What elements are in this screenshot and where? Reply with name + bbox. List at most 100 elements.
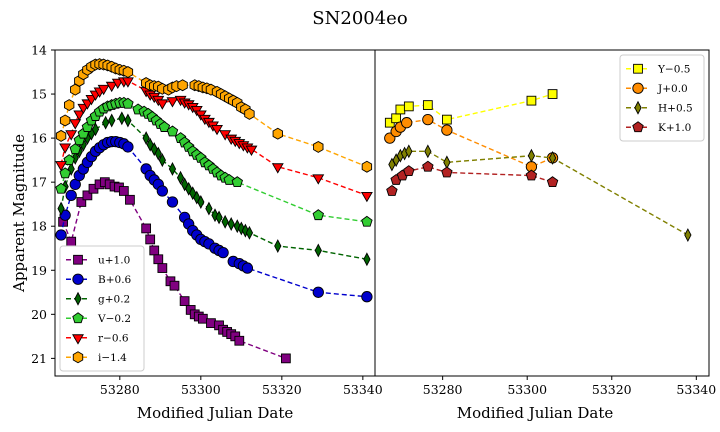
data-point bbox=[177, 79, 188, 92]
data-point bbox=[547, 89, 558, 99]
legend-item: H+0.5 bbox=[626, 100, 693, 115]
x-tick-label: 53340 bbox=[343, 382, 383, 397]
data-point bbox=[244, 107, 255, 120]
data-point bbox=[169, 280, 180, 291]
data-point bbox=[314, 243, 322, 258]
left-axis-ticks: 53280 53300 53320 53340 14 15 16 17 18 19 20 21 bbox=[31, 43, 383, 398]
legend-item: J+0.0 bbox=[626, 82, 688, 95]
data-point bbox=[166, 196, 179, 208]
legend-label: i−1.4 bbox=[98, 352, 127, 364]
data-point bbox=[386, 184, 398, 196]
y-tick-label: 17 bbox=[31, 175, 47, 190]
series-4 bbox=[55, 77, 373, 203]
data-point bbox=[154, 146, 162, 161]
data-point bbox=[231, 176, 243, 188]
left-legend: u+1.0 B+0.6 g+0.2 V−0.2 r−0.6 i−1.4 bbox=[59, 245, 145, 372]
data-point bbox=[227, 217, 235, 231]
data-point bbox=[166, 97, 179, 108]
data-point bbox=[65, 189, 77, 202]
legend-marker bbox=[72, 312, 84, 324]
legend-marker bbox=[72, 334, 84, 345]
data-point bbox=[211, 124, 223, 136]
y-tick-label: 14 bbox=[31, 43, 47, 58]
data-point bbox=[245, 225, 254, 240]
right-axis-ticks: 53280 53300 53320 53340 bbox=[423, 376, 716, 397]
data-point bbox=[546, 176, 559, 188]
data-point bbox=[149, 245, 160, 256]
figure-title: SN2004eo bbox=[312, 8, 407, 29]
data-point bbox=[73, 110, 86, 121]
data-point bbox=[55, 161, 68, 172]
legend-box bbox=[619, 54, 705, 142]
y-tick-label: 18 bbox=[31, 219, 47, 234]
data-point bbox=[158, 153, 166, 168]
series-2 bbox=[57, 111, 371, 267]
data-point bbox=[313, 140, 324, 153]
series-line bbox=[389, 118, 553, 168]
series-line bbox=[391, 150, 689, 236]
series-3 bbox=[386, 160, 559, 196]
data-point bbox=[363, 252, 371, 267]
data-point bbox=[271, 163, 284, 174]
data-point bbox=[422, 100, 433, 110]
data-point bbox=[141, 223, 152, 234]
data-point bbox=[241, 262, 254, 274]
legend-item: r−0.6 bbox=[66, 333, 129, 345]
x-tick-label: 53300 bbox=[507, 382, 547, 397]
series-0 bbox=[58, 177, 291, 364]
plot-area bbox=[55, 58, 373, 364]
data-point bbox=[441, 166, 453, 178]
data-point bbox=[91, 122, 100, 137]
legend-item: g+0.2 bbox=[66, 291, 130, 306]
right-panel: 53280 53300 53320 53340 Modified Julian Dat… bbox=[374, 49, 716, 422]
legend-marker bbox=[632, 82, 644, 94]
data-point bbox=[395, 104, 406, 115]
data-point bbox=[205, 201, 213, 216]
data-point bbox=[405, 144, 413, 159]
x-tick-label: 53320 bbox=[592, 382, 632, 397]
left-data-marks bbox=[55, 58, 373, 364]
data-point bbox=[361, 160, 373, 173]
data-point bbox=[234, 335, 245, 346]
data-point bbox=[55, 182, 67, 194]
data-point bbox=[158, 121, 171, 132]
data-point bbox=[59, 143, 72, 154]
data-point bbox=[156, 185, 168, 197]
data-point bbox=[217, 246, 229, 259]
data-point bbox=[105, 81, 118, 93]
legend-item: u+1.0 bbox=[66, 255, 130, 267]
data-point bbox=[55, 229, 67, 241]
legend-label: K+1.0 bbox=[658, 122, 691, 134]
data-point bbox=[245, 145, 258, 157]
x-tick-label: 53280 bbox=[100, 382, 140, 397]
legend-label: Y−0.5 bbox=[657, 64, 690, 76]
legend-label: H+0.5 bbox=[658, 103, 693, 115]
data-point bbox=[108, 113, 116, 128]
left-x-axis-title: Modified Julian Date bbox=[137, 404, 294, 422]
legend-marker bbox=[632, 121, 644, 133]
series-0 bbox=[384, 89, 558, 128]
data-point bbox=[274, 239, 282, 253]
x-tick-label: 53340 bbox=[676, 382, 716, 397]
data-point bbox=[157, 263, 168, 273]
data-point bbox=[65, 130, 78, 141]
legend-label: V−0.2 bbox=[97, 313, 131, 325]
data-point bbox=[122, 97, 134, 109]
data-point bbox=[422, 160, 434, 172]
data-point bbox=[312, 209, 325, 221]
series-line bbox=[391, 166, 553, 192]
left-panel: 53280 53300 53320 53340 14 15 16 17 18 19 20 21 Mod… bbox=[10, 43, 383, 423]
data-point bbox=[189, 186, 197, 201]
x-tick-label: 53320 bbox=[262, 382, 302, 397]
y-tick-label: 21 bbox=[31, 351, 47, 366]
data-point bbox=[69, 143, 81, 154]
legend-marker bbox=[73, 254, 83, 265]
legend-marker bbox=[634, 100, 642, 115]
series-5 bbox=[55, 58, 373, 173]
data-point bbox=[66, 236, 77, 247]
legend-item: i−1.4 bbox=[66, 351, 127, 364]
data-point bbox=[122, 66, 134, 79]
legend-marker bbox=[72, 273, 84, 285]
data-point bbox=[57, 201, 65, 216]
data-point bbox=[70, 83, 81, 96]
